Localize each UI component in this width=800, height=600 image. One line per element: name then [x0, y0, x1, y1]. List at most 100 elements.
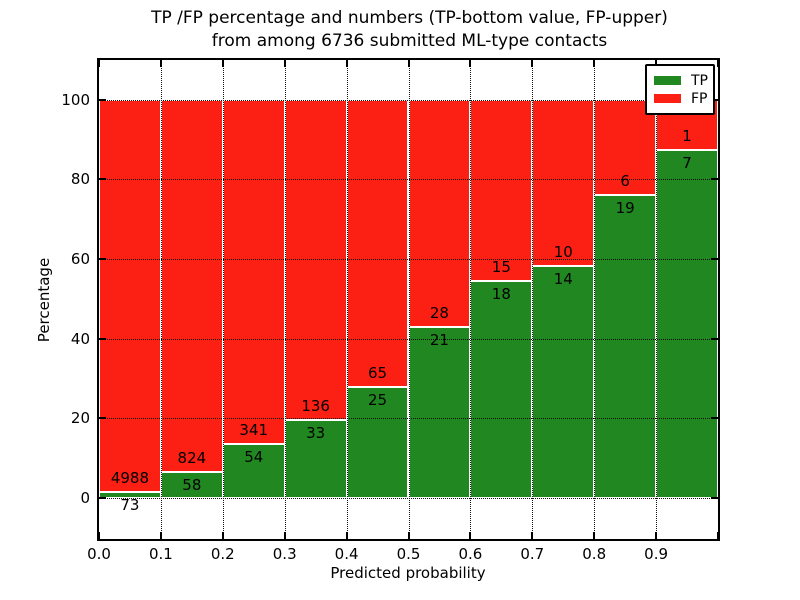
gridline-vertical [656, 60, 658, 539]
bar-segment-fp [99, 99, 161, 493]
y-tick-mark [711, 496, 718, 499]
x-axis-label: Predicted probability [330, 564, 486, 582]
bar-segment-fp [346, 99, 409, 388]
x-tick-mark [531, 532, 534, 539]
gridline-vertical [408, 60, 410, 539]
x-tick-mark [98, 532, 100, 539]
x-tick-mark [159, 60, 162, 67]
bar-segment-tp [532, 265, 595, 498]
x-tick-mark [407, 60, 410, 67]
fp-count-label: 10 [553, 242, 573, 261]
fp-count-label: 65 [368, 364, 388, 383]
bar-segment-tp [99, 492, 161, 498]
y-tick-label: 20 [70, 409, 90, 428]
bar-segment-fp [222, 99, 285, 444]
y-tick-mark [711, 258, 718, 261]
tp-count-label: 21 [429, 331, 449, 350]
x-tick-label: 0.4 [334, 545, 359, 563]
legend: TP FP [645, 64, 715, 115]
fp-count-label: 28 [429, 304, 449, 323]
y-tick-mark [99, 258, 106, 261]
gridline-vertical [284, 60, 286, 539]
legend-label-tp: TP [691, 72, 708, 89]
gridline-vertical [594, 60, 596, 539]
x-tick-label: 0.8 [582, 545, 607, 563]
y-tick-mark [99, 496, 106, 499]
legend-swatch-fp [654, 94, 681, 103]
x-tick-mark [345, 60, 348, 67]
y-tick-label: 0 [80, 488, 90, 507]
x-tick-mark [469, 532, 472, 539]
x-tick-mark [469, 60, 472, 67]
tp-count-label: 58 [182, 475, 202, 494]
x-tick-mark [593, 60, 596, 67]
y-tick-mark [99, 417, 106, 420]
gridline-vertical [532, 60, 534, 539]
x-tick-label: 0.9 [644, 545, 669, 563]
gridline-vertical [160, 60, 162, 539]
x-tick-label: 0.2 [210, 545, 235, 563]
fp-count-label: 824 [177, 448, 207, 467]
tp-count-label: 73 [120, 496, 140, 515]
y-tick-label: 40 [70, 329, 90, 348]
tp-count-label: 7 [682, 153, 692, 172]
x-tick-mark [159, 532, 162, 539]
bar-segment-fp [408, 99, 471, 328]
chart-title-line2: from among 6736 submitted ML-type contac… [211, 31, 608, 51]
chart-title: TP /FP percentage and numbers (TP-bottom… [99, 7, 720, 53]
plot-area: 4988 73 824 58 341 54 136 33 65 25 28 21 15 18 10 14 6 19… [97, 58, 720, 541]
x-tick-mark [717, 532, 719, 539]
x-tick-label: 0.0 [87, 545, 111, 563]
chart-title-line1: TP /FP percentage and numbers (TP-bottom… [151, 8, 668, 28]
x-tick-mark [221, 60, 224, 67]
bar-segment-fp [532, 99, 595, 266]
x-tick-mark [655, 532, 658, 539]
bar-segment-fp [470, 99, 533, 281]
bar-segment-tp [160, 471, 223, 498]
x-tick-label: 0.7 [520, 545, 545, 563]
tp-count-label: 19 [615, 199, 635, 218]
x-tick-label: 0.5 [396, 545, 421, 563]
x-tick-label: 0.3 [272, 545, 297, 563]
gridline-vertical [346, 60, 348, 539]
fp-count-label: 6 [620, 172, 630, 191]
legend-row-tp: TP [654, 72, 708, 89]
x-tick-mark [717, 60, 719, 67]
y-tick-label: 80 [70, 170, 90, 189]
y-tick-label: 100 [61, 90, 90, 109]
x-tick-mark [283, 532, 286, 539]
x-tick-mark [98, 60, 100, 67]
bar-segment-fp [160, 99, 223, 472]
bar-segment-tp [656, 149, 718, 498]
tp-count-label: 18 [491, 284, 511, 303]
fp-count-label: 15 [491, 257, 511, 276]
x-tick-mark [221, 532, 224, 539]
tp-count-label: 14 [553, 269, 573, 288]
x-tick-label: 0.1 [148, 545, 173, 563]
y-tick-label: 60 [70, 250, 90, 269]
fp-count-label: 1 [682, 126, 692, 145]
y-tick-mark [711, 178, 718, 181]
tp-count-label: 33 [306, 424, 326, 443]
tp-count-label: 25 [368, 391, 388, 410]
y-tick-mark [99, 178, 106, 181]
legend-label-fp: FP [691, 90, 708, 107]
x-tick-mark [655, 60, 658, 67]
legend-swatch-tp [654, 76, 681, 85]
bar-segment-tp [408, 327, 471, 498]
fp-count-label: 4988 [110, 469, 150, 488]
x-tick-mark [283, 60, 286, 67]
bar-segment-tp [284, 420, 347, 498]
y-tick-mark [99, 98, 106, 101]
legend-row-fp: FP [654, 90, 708, 107]
x-tick-mark [593, 532, 596, 539]
gridline-vertical [222, 60, 224, 539]
plot-inner: 4988 73 824 58 341 54 136 33 65 25 28 21 15 18 10 14 6 19… [98, 60, 719, 539]
y-tick-mark [711, 337, 718, 340]
x-tick-label: 0.6 [458, 545, 483, 563]
bar-segment-fp [594, 99, 657, 196]
tp-count-label: 54 [244, 447, 264, 466]
fp-count-label: 136 [301, 397, 330, 416]
bar-segment-tp [470, 280, 533, 498]
